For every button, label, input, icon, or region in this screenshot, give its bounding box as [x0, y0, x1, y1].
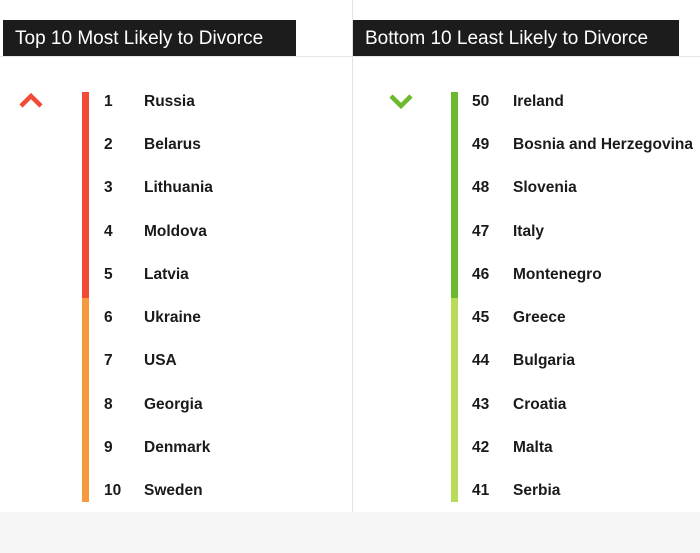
- country-name: Lithuania: [144, 179, 213, 197]
- severity-bar-light: [451, 298, 458, 502]
- rank-number: 46: [472, 265, 490, 283]
- rank-number: 41: [472, 482, 490, 500]
- list-item: 50 Ireland: [472, 80, 693, 123]
- country-name: Russia: [144, 92, 195, 110]
- rank-number: 2: [104, 135, 113, 153]
- rank-number: 7: [104, 352, 113, 370]
- country-name: Serbia: [513, 482, 561, 500]
- most-likely-list: 1 Russia 2 Belarus 3 Lithuania 4 Moldova 5 La…: [104, 80, 213, 513]
- list-item: 42 Malta: [472, 426, 693, 469]
- list-item: 1 Russia: [104, 80, 213, 123]
- country-name: Greece: [513, 309, 566, 327]
- rank-number: 1: [104, 92, 113, 110]
- list-item: 46 Montenegro: [472, 253, 693, 296]
- rank-number: 4: [104, 222, 113, 240]
- rank-number: 49: [472, 135, 490, 153]
- list-item: 4 Moldova: [104, 210, 213, 253]
- list-item: 6 Ukraine: [104, 296, 213, 339]
- chevron-down-icon: [389, 94, 413, 110]
- list-item: 45 Greece: [472, 296, 693, 339]
- list-item: 49 Bosnia and Herzegovina: [472, 123, 693, 166]
- list-item: 5 Latvia: [104, 253, 213, 296]
- country-name: USA: [144, 352, 177, 370]
- country-name: Bosnia and Herzegovina: [513, 135, 694, 153]
- rank-number: 44: [472, 352, 490, 370]
- rank-number: 47: [472, 222, 490, 240]
- list-item: 48 Slovenia: [472, 167, 693, 210]
- rank-number: 3: [104, 179, 113, 197]
- country-name: Ukraine: [144, 309, 201, 327]
- list-item: 43 Croatia: [472, 383, 693, 426]
- least-likely-list: 50 Ireland 49 Bosnia and Herzegovina 48 Slo…: [472, 80, 693, 513]
- rank-number: 6: [104, 309, 113, 327]
- list-item: 10 Sweden: [104, 470, 213, 513]
- rank-number: 45: [472, 309, 490, 327]
- least-likely-header: Bottom 10 Least Likely to Divorce: [353, 20, 679, 57]
- list-item: 41 Serbia: [472, 470, 693, 513]
- country-name: Moldova: [144, 222, 207, 240]
- rank-number: 43: [472, 395, 490, 413]
- list-item: 9 Denmark: [104, 426, 213, 469]
- list-item: 2 Belarus: [104, 123, 213, 166]
- severity-bar-strong: [82, 92, 89, 298]
- country-name: Sweden: [144, 482, 203, 500]
- country-name: Belarus: [144, 135, 201, 153]
- rank-number: 42: [472, 439, 490, 457]
- header-divider: [353, 56, 700, 57]
- chevron-up-icon: [19, 92, 43, 108]
- rank-number: 48: [472, 179, 490, 197]
- most-likely-header: Top 10 Most Likely to Divorce: [3, 20, 296, 57]
- list-item: 47 Italy: [472, 210, 693, 253]
- country-name: Croatia: [513, 395, 567, 413]
- rank-number: 10: [104, 482, 122, 500]
- list-item: 3 Lithuania: [104, 167, 213, 210]
- least-likely-panel: Bottom 10 Least Likely to Divorce 50 Irel…: [352, 0, 700, 553]
- most-likely-panel: Top 10 Most Likely to Divorce 1 Russia 2 B…: [0, 20, 352, 513]
- country-name: Italy: [513, 222, 545, 240]
- severity-bar-strong: [451, 92, 458, 298]
- rank-number: 5: [104, 265, 113, 283]
- list-item: 7 USA: [104, 340, 213, 383]
- severity-bar-light: [82, 298, 89, 502]
- country-name: Malta: [513, 439, 553, 457]
- country-name: Bulgaria: [513, 352, 576, 370]
- list-item: 8 Georgia: [104, 383, 213, 426]
- rank-number: 8: [104, 395, 113, 413]
- country-name: Denmark: [144, 439, 211, 457]
- list-item: 44 Bulgaria: [472, 340, 693, 383]
- footer-background: [0, 512, 700, 553]
- country-name: Montenegro: [513, 265, 602, 283]
- country-name: Georgia: [144, 395, 203, 413]
- rank-number: 50: [472, 92, 490, 110]
- country-name: Ireland: [513, 92, 564, 110]
- country-name: Latvia: [144, 265, 189, 283]
- country-name: Slovenia: [513, 179, 577, 197]
- header-divider: [0, 56, 352, 57]
- rank-number: 9: [104, 439, 113, 457]
